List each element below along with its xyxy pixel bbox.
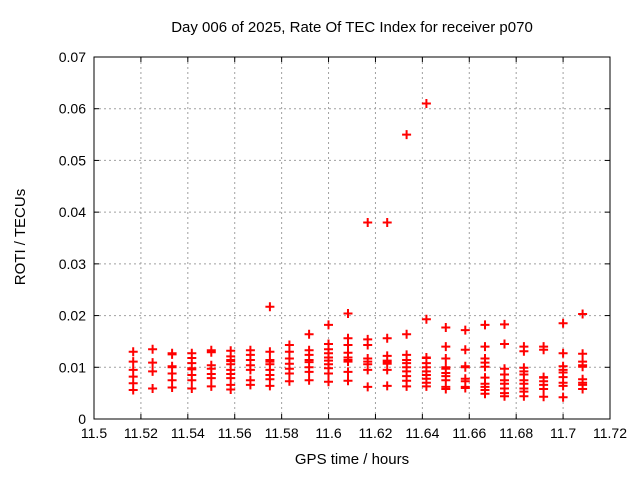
svg-text:11.56: 11.56 bbox=[218, 425, 252, 441]
svg-text:0: 0 bbox=[78, 411, 86, 427]
svg-text:11.64: 11.64 bbox=[405, 425, 439, 441]
svg-text:0.05: 0.05 bbox=[59, 152, 86, 168]
y-tick-labels: 0 0.01 0.02 0.03 0.04 0.05 0.06 0.07 bbox=[59, 49, 86, 427]
svg-text:0.04: 0.04 bbox=[59, 204, 86, 220]
svg-text:0.07: 0.07 bbox=[59, 49, 86, 65]
x-tick-labels: 11.5 11.52 11.54 11.56 11.58 11.6 11.62 11.64 11… bbox=[81, 425, 627, 441]
svg-text:11.62: 11.62 bbox=[358, 425, 392, 441]
svg-text:11.7: 11.7 bbox=[550, 425, 576, 441]
svg-text:11.68: 11.68 bbox=[499, 425, 533, 441]
svg-text:11.52: 11.52 bbox=[124, 425, 158, 441]
svg-text:11.5: 11.5 bbox=[81, 425, 107, 441]
plot-border bbox=[93, 56, 611, 420]
svg-text:0.03: 0.03 bbox=[59, 256, 86, 272]
svg-text:11.6: 11.6 bbox=[315, 425, 341, 441]
svg-text:11.72: 11.72 bbox=[593, 425, 627, 441]
svg-text:11.58: 11.58 bbox=[265, 425, 299, 441]
data-point-markers bbox=[128, 99, 588, 402]
svg-text:0.06: 0.06 bbox=[59, 101, 86, 117]
svg-text:0.01: 0.01 bbox=[59, 359, 86, 375]
svg-text:11.54: 11.54 bbox=[171, 425, 205, 441]
data-points bbox=[128, 99, 588, 402]
svg-text:0.02: 0.02 bbox=[59, 308, 86, 324]
chart-title: Day 006 of 2025, Rate Of TEC Index for r… bbox=[171, 19, 533, 36]
svg-text:11.66: 11.66 bbox=[452, 425, 486, 441]
x-axis-label: GPS time / hours bbox=[294, 451, 410, 468]
